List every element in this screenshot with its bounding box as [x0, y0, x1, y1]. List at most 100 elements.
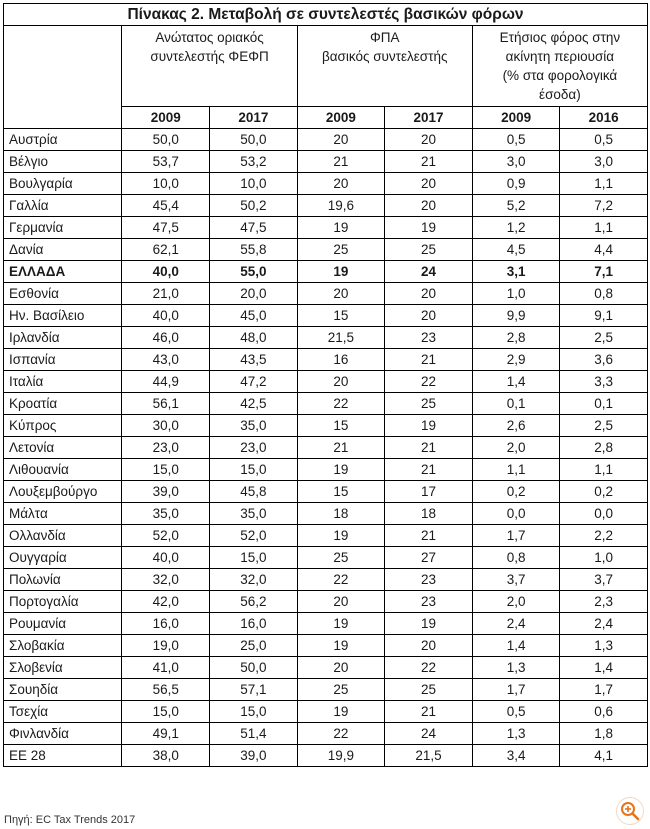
year-header: 2009	[296, 106, 386, 129]
value-cell: 23	[384, 590, 473, 613]
value-cell: 0,2	[471, 480, 561, 503]
value-cell: 23	[384, 326, 473, 349]
value-cell: 47,5	[121, 216, 211, 239]
value-cell: 1,4	[471, 370, 561, 393]
value-cell: 57,1	[209, 678, 298, 701]
value-cell: 25,0	[209, 634, 298, 657]
value-cell: 4,5	[471, 238, 561, 261]
country-cell: Ιταλία	[2, 370, 123, 393]
value-cell: 20	[296, 172, 386, 195]
value-cell: 9,1	[559, 304, 648, 327]
value-cell: 15,0	[121, 458, 211, 481]
value-cell: 16,0	[121, 612, 211, 635]
group-header-line: έσοδα)	[539, 87, 581, 102]
table-row: Ολλανδία 52,0 52,0 19 21 1,7 2,2	[2, 524, 648, 547]
value-cell: 52,0	[209, 524, 298, 547]
value-cell: 1,1	[559, 458, 648, 481]
value-cell: 15,0	[209, 458, 298, 481]
value-cell: 47,2	[209, 370, 298, 393]
table-row: Εσθονία 21,0 20,0 20 20 1,0 0,8	[2, 282, 648, 305]
value-cell: 0,1	[559, 392, 648, 415]
value-cell: 15,0	[121, 700, 211, 723]
value-cell: 1,1	[471, 458, 561, 481]
value-cell: 25	[384, 678, 473, 701]
value-cell: 20	[296, 590, 386, 613]
table-row: Βουλγαρία 10,0 10,0 20 20 0,9 1,1	[2, 172, 648, 195]
country-cell: Φινλανδία	[2, 722, 123, 745]
table-row: Τσεχία 15,0 15,0 19 21 0,5 0,6	[2, 700, 648, 723]
year-header: 2017	[384, 106, 473, 129]
value-cell: 0,5	[471, 700, 561, 723]
table-row: Βέλγιο 53,7 53,2 21 21 3,0 3,0	[2, 150, 648, 173]
value-cell: 22	[296, 568, 386, 591]
value-cell: 23	[384, 568, 473, 591]
value-cell: 38,0	[121, 744, 211, 767]
country-cell: ΕΛΛΑΔΑ	[2, 260, 123, 283]
value-cell: 21,5	[296, 326, 386, 349]
value-cell: 62,1	[121, 238, 211, 261]
table-row: Μάλτα 35,0 35,0 18 18 0,0 0,0	[2, 502, 648, 525]
year-header-row: 2009 2017 2009 2017 2009 2016	[4, 106, 648, 129]
country-cell: Εσθονία	[2, 282, 123, 305]
country-header-cell	[2, 25, 123, 129]
table-row: Ουγγαρία 40,0 15,0 25 27 0,8 1,0	[2, 546, 648, 569]
value-cell: 32,0	[121, 568, 211, 591]
group-header-vat: ΦΠΑ βασικός συντελεστής	[296, 25, 473, 107]
value-cell: 9,9	[471, 304, 561, 327]
value-cell: 3,0	[559, 150, 648, 173]
value-cell: 0,0	[559, 502, 648, 525]
value-cell: 1,0	[471, 282, 561, 305]
table-title: Πίνακας 2. Μεταβολή σε συντελεστές βασικ…	[3, 3, 648, 26]
country-cell: Βέλγιο	[2, 150, 123, 173]
value-cell: 19	[384, 216, 473, 239]
value-cell: 2,2	[559, 524, 648, 547]
value-cell: 40,0	[121, 260, 211, 283]
value-cell: 43,0	[121, 348, 211, 371]
value-cell: 53,7	[121, 150, 211, 173]
table-row: Σουηδία 56,5 57,1 25 25 1,7 1,7	[2, 678, 648, 701]
zoom-in-icon	[621, 802, 640, 821]
value-cell: 20	[384, 194, 473, 217]
value-cell: 0,9	[471, 172, 561, 195]
value-cell: 3,7	[559, 568, 648, 591]
country-cell: Σλοβακία	[2, 634, 123, 657]
zoom-button[interactable]	[616, 797, 644, 825]
value-cell: 20	[384, 172, 473, 195]
value-cell: 42,0	[121, 590, 211, 613]
value-cell: 1,2	[471, 216, 561, 239]
table-row: ΕΕ 28 38,0 39,0 19,9 21,5 3,4 4,1	[2, 744, 648, 767]
value-cell: 3,6	[559, 348, 648, 371]
value-cell: 0,8	[559, 282, 648, 305]
country-cell: Ουγγαρία	[2, 546, 123, 569]
group-header-line: Ανώτατος οριακός	[155, 30, 264, 45]
value-cell: 21,0	[121, 282, 211, 305]
value-cell: 20	[296, 656, 386, 679]
value-cell: 23,0	[121, 436, 211, 459]
value-cell: 1,4	[559, 656, 648, 679]
value-cell: 2,8	[471, 326, 561, 349]
value-cell: 0,5	[471, 128, 561, 151]
value-cell: 19	[296, 524, 386, 547]
value-cell: 25	[296, 238, 386, 261]
table-row: Σλοβενία 41,0 50,0 20 22 1,3 1,4	[2, 656, 648, 679]
table-row: Πορτογαλία 42,0 56,2 20 23 2,0 2,3	[2, 590, 648, 613]
value-cell: 21	[296, 436, 386, 459]
group-header-line: ΦΠΑ	[369, 30, 400, 45]
value-cell: 24	[384, 260, 473, 283]
value-cell: 2,5	[559, 414, 648, 437]
value-cell: 25	[296, 678, 386, 701]
table-row: Ρουμανία 16,0 16,0 19 19 2,4 2,4	[2, 612, 648, 635]
value-cell: 39,0	[209, 744, 298, 767]
value-cell: 56,5	[121, 678, 211, 701]
country-cell: Βουλγαρία	[2, 172, 123, 195]
value-cell: 7,2	[559, 194, 648, 217]
value-cell: 50,0	[209, 128, 298, 151]
value-cell: 50,0	[209, 656, 298, 679]
value-cell: 2,3	[559, 590, 648, 613]
value-cell: 15,0	[209, 700, 298, 723]
value-cell: 15	[296, 480, 386, 503]
value-cell: 10,0	[209, 172, 298, 195]
table-row: Λιθουανία 15,0 15,0 19 21 1,1 1,1	[2, 458, 648, 481]
value-cell: 52,0	[121, 524, 211, 547]
value-cell: 10,0	[121, 172, 211, 195]
